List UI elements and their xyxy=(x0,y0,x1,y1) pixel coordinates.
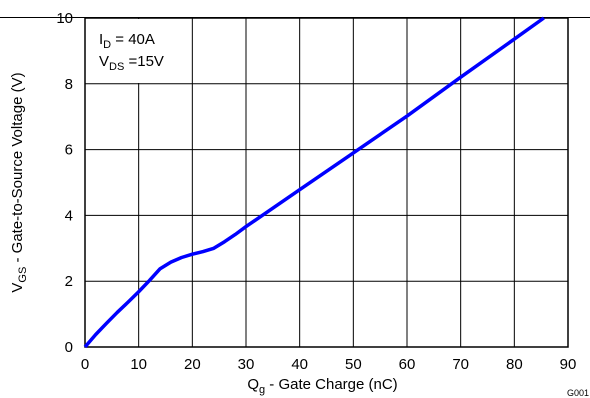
figure-code: G001 xyxy=(567,388,589,398)
x-tick-label: 10 xyxy=(130,356,147,373)
x-tick-label: 70 xyxy=(452,356,469,373)
annotation-line: ID = 40A xyxy=(99,31,155,51)
y-tick-label: 6 xyxy=(65,142,73,159)
x-tick-label: 60 xyxy=(399,356,416,373)
x-tick-labels: 0 10 20 30 40 50 60 70 80 90 xyxy=(81,356,577,373)
y-axis-label: VGS - Gate-to-Source Voltage (V) xyxy=(9,72,29,292)
y-tick-label: 10 xyxy=(56,10,73,27)
x-tick-label: 40 xyxy=(291,356,308,373)
data-series-line xyxy=(83,16,545,349)
series-group xyxy=(83,16,545,349)
y-tick-label: 0 xyxy=(65,339,73,356)
x-tick-label: 0 xyxy=(81,356,89,373)
y-tick-label: 8 xyxy=(65,76,73,93)
x-tick-label: 20 xyxy=(184,356,201,373)
axis-labels: Qg - Gate Charge (nC) VGS - Gate-to-Sourc… xyxy=(9,72,589,398)
x-axis-label: Qg - Gate Charge (nC) xyxy=(247,376,397,396)
x-tick-label: 50 xyxy=(345,356,362,373)
plot-border xyxy=(84,17,569,348)
y-tick-labels: 0 2 4 6 8 10 xyxy=(56,10,73,356)
x-tick-label: 30 xyxy=(238,356,255,373)
y-tick-label: 4 xyxy=(65,207,73,224)
x-tick-label: 90 xyxy=(560,356,577,373)
annotation-line: VDS =15V xyxy=(99,53,164,73)
x-tick-label: 80 xyxy=(506,356,523,373)
y-tick-label: 2 xyxy=(65,273,73,290)
annotation-background xyxy=(86,19,190,83)
plot-frame xyxy=(84,17,569,348)
